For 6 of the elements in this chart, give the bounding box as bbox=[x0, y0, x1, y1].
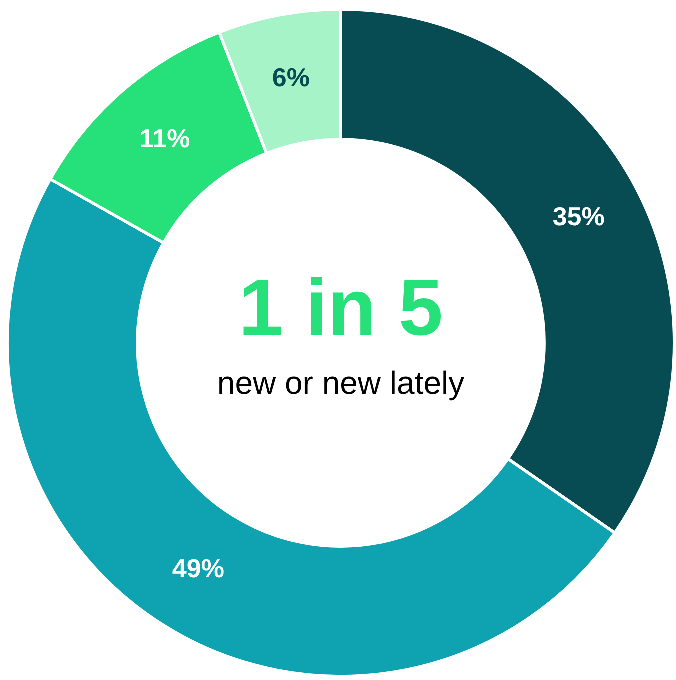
data-label: 6% bbox=[272, 62, 310, 92]
text: 1 in 5 bbox=[238, 263, 444, 352]
text: new or new lately bbox=[217, 364, 465, 401]
data-label: 49% bbox=[172, 554, 224, 584]
data-label: 11% bbox=[140, 124, 190, 154]
data-label: 35% bbox=[552, 202, 605, 232]
